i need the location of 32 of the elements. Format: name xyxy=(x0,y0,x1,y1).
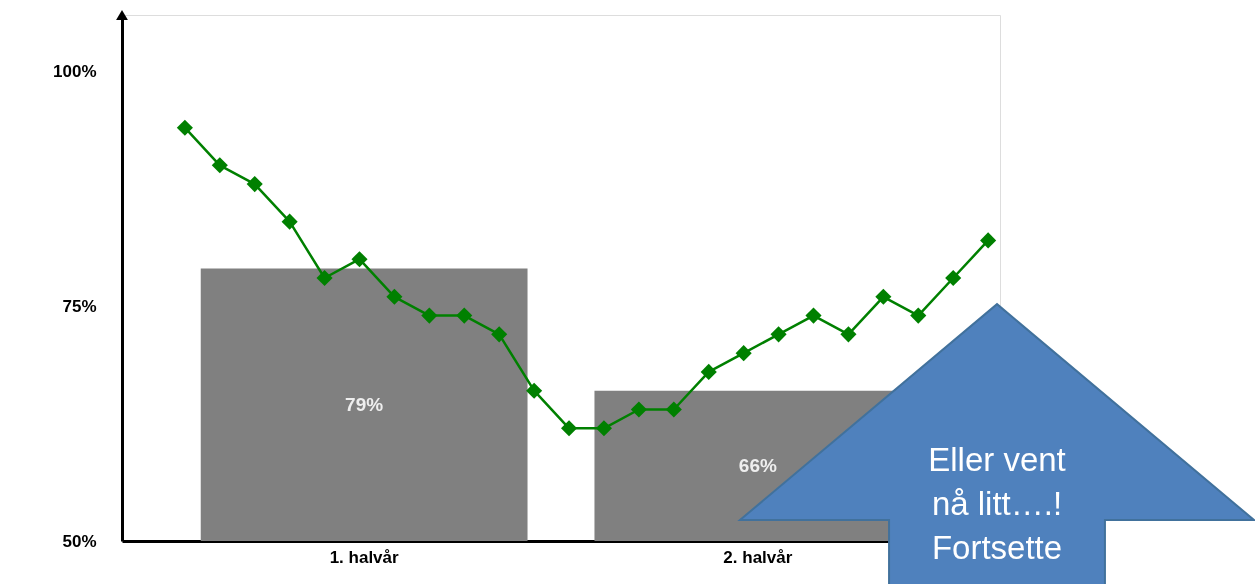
point xyxy=(630,401,647,418)
point xyxy=(700,363,717,380)
point xyxy=(246,176,263,193)
point xyxy=(840,326,857,343)
point xyxy=(176,119,193,136)
point xyxy=(491,326,508,343)
point xyxy=(665,401,682,418)
data-label: 79% xyxy=(345,393,384,415)
data-label: 66% xyxy=(738,454,777,476)
y-tick-label: 100% xyxy=(53,61,97,81)
point xyxy=(351,251,368,268)
point xyxy=(421,307,438,324)
point xyxy=(770,326,787,343)
y-tick-label: 50% xyxy=(62,531,97,551)
point xyxy=(386,288,403,305)
point xyxy=(805,307,822,324)
point xyxy=(560,420,578,437)
point xyxy=(211,157,228,174)
point xyxy=(456,307,473,324)
point xyxy=(875,288,892,305)
x-tick-label: 2. halvår xyxy=(723,547,793,567)
point xyxy=(526,382,543,399)
point xyxy=(316,269,333,287)
x-tick-label: 1. halvår xyxy=(329,547,400,567)
point xyxy=(595,420,613,437)
point xyxy=(910,307,927,324)
y-tick-label: 75% xyxy=(62,296,97,316)
point xyxy=(945,269,962,287)
annotation: Eller vent nå litt….! Fortsette xyxy=(928,441,1066,566)
point xyxy=(980,232,997,249)
point xyxy=(281,213,298,230)
point xyxy=(735,345,752,362)
